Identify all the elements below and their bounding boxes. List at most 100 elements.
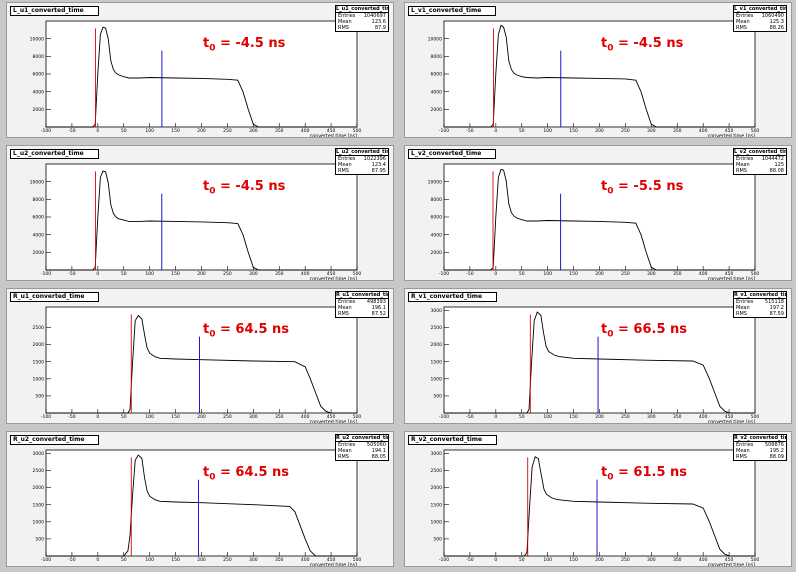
x-tick-label: 250 [621,414,630,420]
stats-box-title: L_v2_converted_time [734,149,786,156]
plot-title: R_u1_converted_time [10,292,100,302]
t0-subscript: 0 [209,43,216,54]
x-tick-label: 150 [569,271,578,277]
stats-value-rms: 87.59 [769,311,784,317]
stats-value-entries: 1060490 [761,13,784,19]
y-tick-label: 1500 [431,359,443,365]
stats-value-mean: 125.3 [769,19,784,25]
t0-value: = -4.5 ns [215,36,286,51]
y-tick-label: 6000 [431,215,443,221]
x-tick-label: 0 [494,271,497,277]
histogram-plot: -100 -50 0 50 100 150 200 250 300 350 400 450 500 200… [30,20,361,137]
y-tick-label: 1000 [431,376,443,382]
stats-label-rms: RMS [736,25,747,31]
x-tick-label: 450 [725,128,734,134]
x-tick-label: 200 [197,557,206,563]
y-tick-label: 500 [35,537,44,543]
stats-box: L_v2_converted_timeEntries 1044472 Mean 125… [733,148,787,175]
t0-annotation: t0 = -4.5 ns [203,36,285,54]
histogram-series [46,314,357,414]
stats-box-title: R_v1_converted_time [734,292,786,299]
x-tick-label: 350 [275,271,284,277]
x-tick-label: 450 [327,414,336,420]
x-tick-label: -50 [68,414,75,420]
y-tick-label: 1500 [431,502,443,508]
plot-title: R_v2_converted_time [408,435,498,445]
plot-title: L_u1_converted_time [10,6,99,16]
histogram-plot: -100 -50 0 50 100 150 200 250 300 350 400 450 500 500… [33,449,361,568]
x-tick-label: 450 [327,271,336,277]
histogram-plot: -100 -50 0 50 100 150 200 250 300 350 400 450 500 500… [431,306,759,423]
stats-row-mean: Mean 125.3 [734,19,786,25]
x-tick-label: 400 [699,557,708,563]
x-tick-label: 50 [519,271,525,277]
x-tick-label: 200 [595,557,604,563]
x-tick-label: 450 [327,128,336,134]
stats-value-rms: 88.05 [371,454,386,460]
t0-symbol: t [601,465,608,480]
plot-title: L_v2_converted_time [408,149,497,159]
x-tick-label: 350 [673,557,682,563]
t0-value: = 64.5 ns [215,322,290,337]
t0-subscript: 0 [607,43,614,54]
y-tick-label: 2000 [33,107,45,113]
x-tick-label: 350 [673,128,682,134]
y-tick-label: 1000 [33,519,45,525]
stats-label-entries: Entries [736,442,754,448]
y-tick-label: 500 [35,394,44,400]
stats-label-mean: Mean [338,305,352,311]
histogram-panel: -100 -50 0 50 100 150 200 250 300 350 400 450 500 200… [404,2,792,138]
y-tick-label: 8000 [33,197,45,203]
x-tick-label: 0 [494,557,497,563]
x-tick-label: 0 [96,271,99,277]
t0-subscript: 0 [209,329,216,340]
t0-subscript: 0 [607,329,614,340]
stats-value-mean: 125 [774,162,784,168]
x-tick-label: 300 [647,128,656,134]
histogram-plot: -100 -50 0 50 100 150 200 250 300 350 400 450 500 200… [30,163,361,280]
x-tick-label: -100 [41,557,51,563]
x-tick-label: -50 [466,414,473,420]
x-tick-label: 350 [275,414,284,420]
t0-annotation: t0 = 64.5 ns [203,465,289,483]
histogram-series [444,311,755,414]
x-tick-label: 50 [121,414,127,420]
stats-label-rms: RMS [338,454,349,460]
t0-value: = 64.5 ns [215,465,290,480]
x-tick-label: 400 [301,414,310,420]
x-tick-label: 250 [223,128,232,134]
y-tick-label: 8000 [33,54,45,60]
y-tick-label: 6000 [33,215,45,221]
x-tick-label: 100 [543,271,552,277]
histogram-series [444,168,755,271]
stats-row-entries: Entries 1060490 [734,13,786,19]
x-tick-label: 300 [249,128,258,134]
stats-box: L_u2_converted_timeEntries 1022396 Mean 123… [335,148,389,175]
x-tick-label: 150 [569,128,578,134]
stats-row-entries: Entries 498393 [336,299,388,305]
y-tick-label: 10000 [428,36,442,42]
x-tick-label: -50 [68,271,75,277]
stats-row-rms: RMS 87.59 [734,311,786,317]
x-tick-label: 500 [751,128,760,134]
plot-frame [443,306,756,414]
y-tick-label: 10000 [30,179,44,185]
t0-symbol: t [203,322,210,337]
t0-subscript: 0 [209,186,216,197]
stats-box: L_v1_converted_timeEntries 1060490 Mean 125… [733,5,787,32]
stats-row-mean: Mean 123.4 [336,162,388,168]
stats-value-mean: 197.2 [769,305,784,311]
x-axis-label: converted time [ns] [310,563,358,568]
stats-row-rms: RMS 87.9 [336,25,388,31]
stats-row-entries: Entries 505060 [336,442,388,448]
stats-box-title: L_v1_converted_time [734,6,786,13]
stats-row-entries: Entries 1040697 [336,13,388,19]
y-tick-label: 2000 [431,342,443,348]
plot-frame [443,20,756,128]
plot-frame [45,20,358,128]
x-tick-label: 150 [171,414,180,420]
stats-label-rms: RMS [338,168,349,174]
y-tick-label: 8000 [431,197,443,203]
y-tick-label: 4000 [431,89,443,95]
stats-value-rms: 88.09 [769,454,784,460]
